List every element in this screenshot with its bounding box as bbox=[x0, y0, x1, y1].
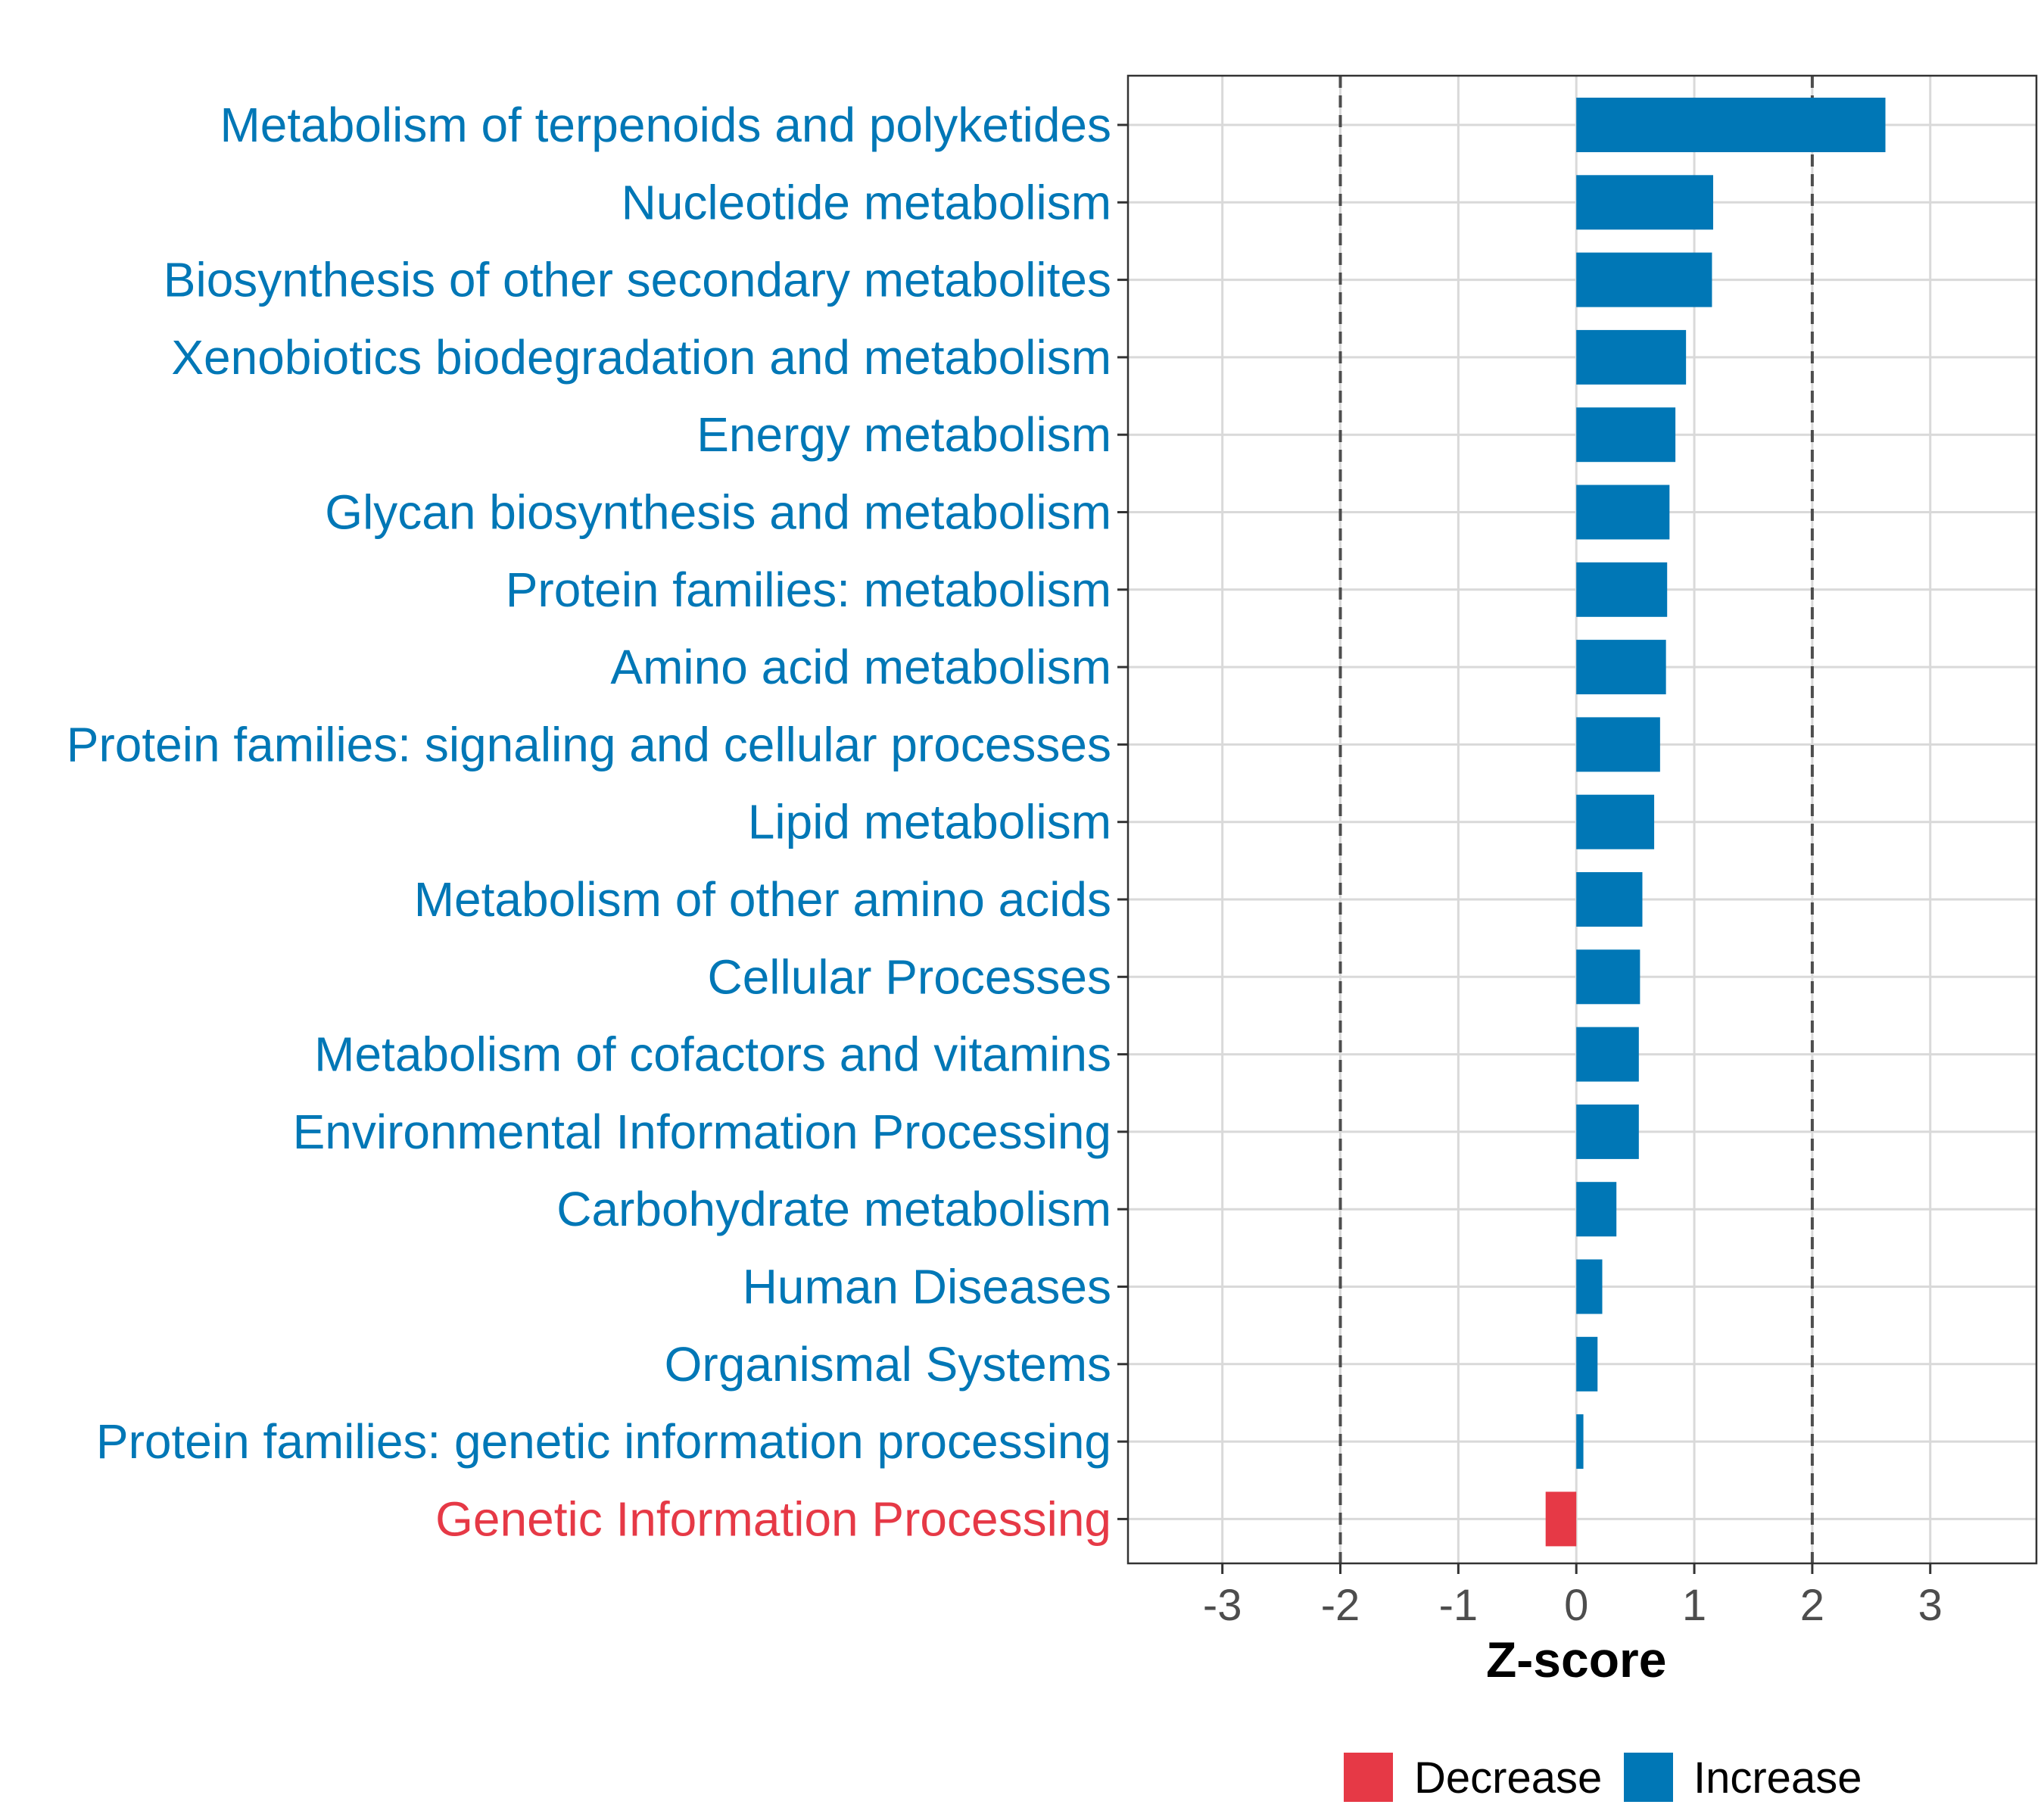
bar bbox=[1576, 407, 1676, 463]
legend-swatch-increase bbox=[1624, 1753, 1673, 1802]
x-tick-label: 2 bbox=[1800, 1581, 1824, 1630]
legend-label-increase: Increase bbox=[1693, 1753, 1862, 1803]
x-tick-label: 3 bbox=[1918, 1581, 1943, 1630]
bar bbox=[1576, 1104, 1639, 1159]
category-label: Cellular Processes bbox=[707, 949, 1111, 1004]
bar bbox=[1576, 175, 1713, 230]
category-label: Xenobiotics biodegradation and metabolis… bbox=[171, 330, 1111, 385]
category-label: Carbohydrate metabolism bbox=[556, 1182, 1111, 1236]
bar bbox=[1576, 98, 1886, 152]
category-label: Protein families: genetic information pr… bbox=[96, 1414, 1111, 1469]
category-label: Protein families: metabolism bbox=[506, 563, 1111, 617]
category-label: Metabolism of terpenoids and polyketides bbox=[220, 98, 1111, 152]
bar bbox=[1576, 717, 1660, 772]
x-tick-label: -2 bbox=[1321, 1581, 1360, 1630]
category-label: Organismal Systems bbox=[665, 1337, 1111, 1392]
y-axis-ticks bbox=[1117, 123, 1128, 1520]
bars bbox=[1545, 98, 1886, 1547]
x-tick-label: -1 bbox=[1439, 1581, 1478, 1630]
bar bbox=[1576, 1414, 1584, 1469]
category-label: Metabolism of cofactors and vitamins bbox=[314, 1027, 1111, 1082]
bar bbox=[1576, 485, 1670, 540]
bar bbox=[1576, 329, 1687, 385]
bar bbox=[1576, 1027, 1639, 1082]
x-tick-label: 0 bbox=[1564, 1581, 1588, 1630]
bar bbox=[1576, 562, 1668, 617]
y-axis-labels: Metabolism of terpenoids and polyketides… bbox=[67, 98, 1111, 1546]
x-axis-labels: -3 -2 -1 0 1 2 3 bbox=[1203, 1581, 1943, 1630]
bar bbox=[1576, 1182, 1617, 1237]
x-axis-ticks bbox=[1221, 1563, 1932, 1574]
legend: Decrease Increase bbox=[1344, 1753, 1862, 1803]
bar bbox=[1576, 794, 1655, 849]
bar bbox=[1576, 872, 1643, 927]
x-axis-title: Z-score bbox=[1486, 1632, 1666, 1688]
x-tick-label: -3 bbox=[1203, 1581, 1242, 1630]
category-label: Nucleotide metabolism bbox=[622, 175, 1111, 229]
x-tick-label: 1 bbox=[1682, 1581, 1706, 1630]
category-label: Biosynthesis of other secondary metaboli… bbox=[164, 253, 1111, 307]
legend-swatch-decrease bbox=[1344, 1753, 1393, 1802]
category-label: Energy metabolism bbox=[696, 407, 1111, 462]
bar bbox=[1576, 1259, 1603, 1314]
bar bbox=[1576, 1336, 1598, 1392]
category-label: Amino acid metabolism bbox=[610, 640, 1111, 694]
category-label: Protein families: signaling and cellular… bbox=[67, 717, 1111, 771]
category-label: Genetic Information Processing bbox=[435, 1491, 1111, 1546]
category-label: Lipid metabolism bbox=[748, 795, 1111, 849]
category-label: Human Diseases bbox=[743, 1260, 1111, 1314]
bar bbox=[1545, 1491, 1577, 1547]
threshold-lines bbox=[1338, 76, 1814, 1563]
panel-border bbox=[1126, 74, 2038, 1565]
category-label: Environmental Information Processing bbox=[293, 1105, 1111, 1159]
bar bbox=[1576, 252, 1712, 307]
category-label: Metabolism of other amino acids bbox=[414, 872, 1111, 927]
bar bbox=[1576, 640, 1666, 695]
category-label: Glycan biosynthesis and metabolism bbox=[325, 485, 1111, 540]
legend-label-decrease: Decrease bbox=[1414, 1753, 1602, 1803]
bar bbox=[1576, 949, 1640, 1005]
